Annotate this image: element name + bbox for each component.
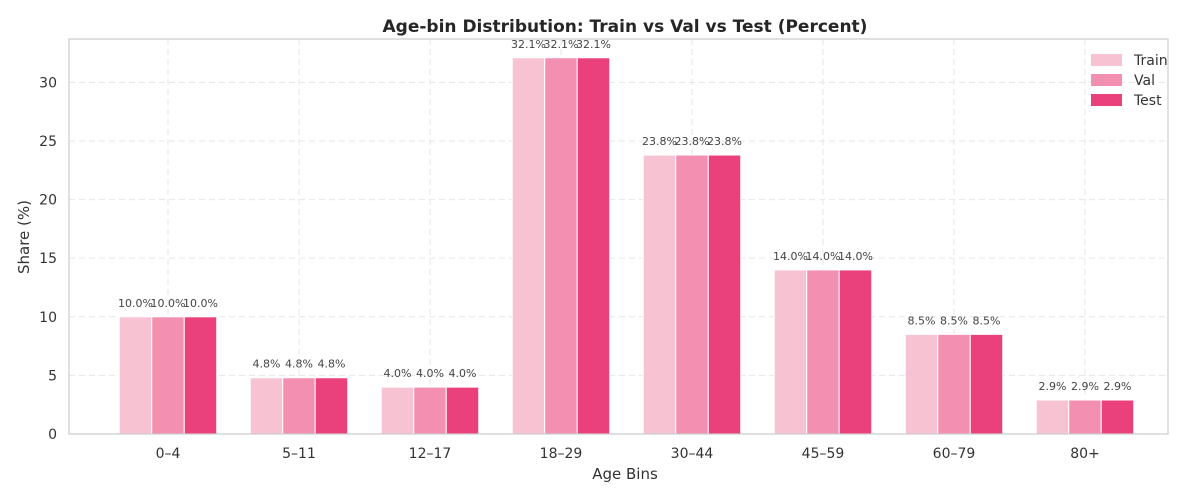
bar-value-label: 10.0% [183,297,218,310]
bar-test [576,57,611,435]
bars [118,57,1135,435]
x-tick-label: 0–4 [156,446,181,462]
bar-value-label: 10.0% [151,297,186,310]
legend-swatch-train [1091,54,1122,66]
bar-value-label: 4.0% [449,367,477,380]
bar-val [937,333,971,435]
bar-value-label: 10.0% [118,297,153,310]
bar-value-label: 4.8% [253,358,281,371]
legend-swatch-val [1091,74,1122,86]
x-tick-label: 60–79 [933,446,976,462]
y-tick-label: 15 [39,251,57,267]
bar-test [838,269,873,435]
y-tick-labels: 0 5 10 15 20 25 30 [39,75,57,443]
bar-val [806,269,840,435]
bar-val [282,377,316,435]
legend-label: Train [1133,53,1168,69]
x-tick-label: 12–17 [409,446,452,462]
bar-value-label: 23.8% [642,135,677,148]
bar-value-label: 14.0% [838,250,873,263]
chart-title: Age-bin Distribution: Train vs Val vs Te… [383,17,868,37]
bar-value-label: 32.1% [576,38,611,51]
bar-val [413,386,447,435]
bar-value-label: 32.1% [511,38,546,51]
bar-test [707,154,742,435]
legend: Train Val Test [1091,53,1168,109]
bar-value-label: 23.8% [675,135,710,148]
bar-train [511,57,546,435]
bar-test [445,386,480,435]
x-tick-label: 80+ [1070,446,1100,462]
y-tick-label: 10 [39,310,57,326]
bar-val [675,154,709,435]
bar-train [773,269,808,435]
legend-label: Val [1134,73,1155,89]
y-tick-label: 5 [48,368,57,384]
bar-value-label: 32.1% [544,38,579,51]
bar-train [904,333,939,435]
bar-test [969,333,1004,435]
plot-area-frame [68,38,1169,435]
bar-value-label: 4.0% [416,367,444,380]
bar-train [642,154,677,435]
bar-val [1068,399,1102,435]
bar-value-label: 8.5% [973,314,1001,327]
data-labels: 10.0%10.0%10.0%4.8% 4.8% 4.8%4.0% 4.0% 4.0%3… [118,38,1131,393]
bar-val [544,57,578,435]
bar-train [249,377,284,435]
bar-train [118,316,153,435]
bar-test [1100,399,1135,435]
y-tick-label: 30 [39,75,57,91]
x-tick-label: 45–59 [802,446,845,462]
legend-swatch-test [1091,94,1122,106]
bar-test [183,316,218,435]
x-axis-label: Age Bins [592,465,658,483]
x-tick-labels: 0–4 5–11 12–17 18–29 30–44 45–59 60–79 80+ [156,446,1100,462]
bar-test [314,377,349,435]
bar-value-label: 4.8% [285,358,313,371]
bar-value-label: 4.8% [318,358,346,371]
bar-train [1035,399,1070,435]
y-axis-label: Share (%) [15,200,33,274]
bar-value-label: 8.5% [908,314,936,327]
bar-value-label: 2.9% [1039,380,1067,393]
bar-value-label: 2.9% [1071,380,1099,393]
bar-train [380,386,415,435]
bar-value-label: 4.0% [384,367,412,380]
bar-value-label: 14.0% [806,250,841,263]
x-tick-label: 18–29 [540,446,583,462]
y-tick-label: 0 [48,427,57,443]
y-tick-label: 20 [39,193,57,209]
bar-value-label: 23.8% [707,135,742,148]
bar-value-label: 2.9% [1104,380,1132,393]
bar-val [151,316,185,435]
bar-value-label: 14.0% [773,250,808,263]
legend-label: Test [1133,93,1162,109]
bar-value-label: 8.5% [940,314,968,327]
x-tick-label: 30–44 [671,446,714,462]
x-tick-label: 5–11 [282,446,316,462]
y-tick-label: 25 [39,134,57,150]
